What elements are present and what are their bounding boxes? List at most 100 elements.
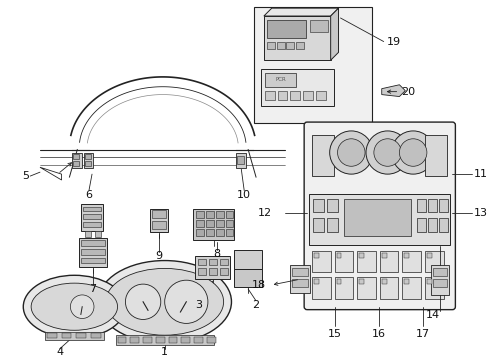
Bar (313, 279, 318, 284)
Bar (264, 73, 296, 87)
FancyBboxPatch shape (304, 122, 454, 310)
Bar (225, 229, 233, 236)
Bar (379, 277, 398, 299)
Bar (303, 91, 312, 100)
Polygon shape (264, 8, 338, 16)
Bar (424, 277, 443, 299)
Bar (426, 279, 431, 284)
Bar (356, 251, 375, 272)
Bar (79, 238, 106, 267)
Bar (290, 265, 309, 293)
Circle shape (373, 139, 401, 166)
Bar (404, 279, 408, 284)
Bar (225, 211, 233, 218)
Bar (195, 256, 230, 279)
Bar (196, 211, 203, 218)
Bar (205, 229, 213, 236)
Text: 12: 12 (258, 208, 271, 219)
Bar (402, 251, 420, 272)
Circle shape (70, 295, 94, 319)
Bar (85, 231, 91, 237)
Bar (402, 277, 420, 299)
Bar (356, 277, 375, 299)
Bar (261, 69, 333, 106)
Bar (264, 16, 330, 60)
Bar (426, 253, 431, 258)
Bar (438, 218, 447, 232)
Bar (196, 220, 203, 227)
Text: 19: 19 (386, 37, 400, 46)
Bar (312, 218, 323, 232)
Bar (432, 279, 446, 287)
Bar (358, 279, 363, 284)
Bar (205, 220, 213, 227)
Text: 7: 7 (89, 284, 96, 294)
Bar (326, 199, 337, 212)
Bar (311, 251, 330, 272)
Text: 2: 2 (252, 300, 259, 310)
Bar (208, 269, 216, 275)
Bar (236, 153, 245, 168)
Bar (198, 258, 205, 265)
Text: 8: 8 (213, 249, 220, 259)
Bar (81, 240, 104, 246)
Ellipse shape (31, 283, 117, 330)
Bar (115, 335, 213, 345)
Text: 1: 1 (161, 347, 168, 357)
Text: 18: 18 (251, 280, 265, 290)
Bar (219, 258, 227, 265)
Bar (117, 337, 126, 343)
Bar (215, 229, 223, 236)
Bar (91, 333, 101, 338)
Bar (81, 249, 104, 255)
Bar (84, 153, 93, 168)
Text: 20: 20 (401, 87, 415, 96)
Bar (234, 269, 262, 287)
Bar (215, 211, 223, 218)
Circle shape (164, 280, 207, 323)
Bar (276, 41, 284, 49)
Bar (404, 253, 408, 258)
Bar (76, 333, 86, 338)
Bar (83, 215, 101, 219)
Bar (237, 157, 244, 164)
Bar (45, 332, 103, 340)
Bar (47, 333, 57, 338)
Bar (81, 258, 104, 264)
Text: 11: 11 (473, 169, 487, 179)
Bar (198, 269, 205, 275)
Bar (427, 218, 436, 232)
Bar (234, 250, 262, 269)
Bar (309, 20, 327, 32)
Text: 17: 17 (415, 329, 429, 339)
Text: 10: 10 (237, 190, 251, 200)
Bar (81, 204, 102, 231)
Bar (95, 231, 101, 237)
Bar (334, 251, 352, 272)
Circle shape (125, 284, 161, 319)
Bar (296, 41, 304, 49)
Bar (130, 337, 139, 343)
Bar (143, 337, 152, 343)
Bar (254, 7, 371, 123)
Bar (193, 208, 234, 240)
Bar (208, 258, 216, 265)
Bar (315, 91, 325, 100)
Bar (336, 279, 341, 284)
Bar (85, 161, 91, 166)
Circle shape (329, 131, 372, 174)
Bar (306, 125, 451, 307)
Bar (427, 199, 436, 212)
Bar (438, 199, 447, 212)
Bar (266, 20, 305, 38)
Bar (311, 277, 330, 299)
Bar (61, 333, 71, 338)
Text: 15: 15 (327, 329, 341, 339)
Text: 14: 14 (425, 310, 439, 320)
Bar (311, 135, 333, 176)
Bar (168, 337, 177, 343)
Text: 4: 4 (56, 347, 63, 357)
Bar (416, 199, 425, 212)
Polygon shape (381, 85, 405, 96)
Bar (225, 220, 233, 227)
